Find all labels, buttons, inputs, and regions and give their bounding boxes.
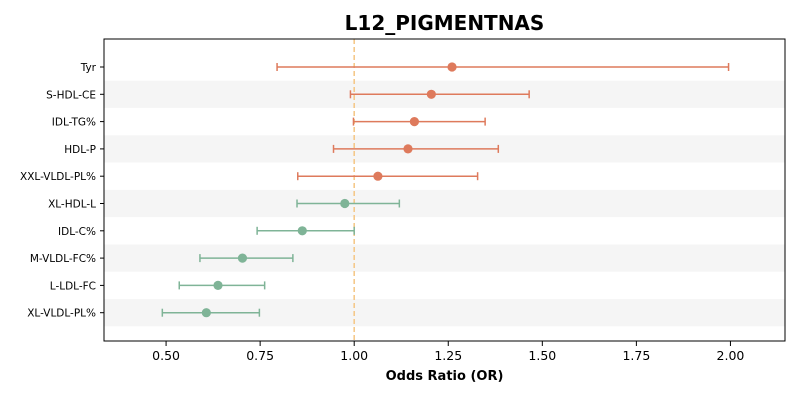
row-idl-c- bbox=[256, 226, 355, 236]
row-xxl-vldl-pl- bbox=[297, 171, 479, 181]
or-point bbox=[409, 117, 420, 127]
x-tick-label: 2.00 bbox=[717, 348, 745, 363]
row-tyr bbox=[276, 62, 730, 72]
y-tick-label: IDL-TG% bbox=[52, 117, 96, 129]
y-tick-label: S-HDL-CE bbox=[46, 89, 96, 101]
or-point bbox=[237, 253, 248, 263]
y-axis: Tyr S-HDL-CE IDL-TG% HDL-P XXL-VLDL-PL% XL-HD… bbox=[20, 62, 104, 320]
or-point bbox=[340, 198, 350, 209]
row-band-shaded bbox=[104, 189, 785, 218]
or-point bbox=[213, 280, 223, 290]
y-tick-label: XL-HDL-L bbox=[48, 199, 96, 211]
y-tick-label: M-VLDL-FC% bbox=[30, 253, 96, 265]
or-point bbox=[447, 62, 457, 72]
y-tick-label: Tyr bbox=[80, 62, 97, 74]
row-l-ldl-fc bbox=[178, 280, 266, 290]
x-tick-label: 0.50 bbox=[152, 348, 180, 363]
x-tick-label: 1.50 bbox=[528, 348, 556, 363]
marks-layer bbox=[161, 62, 730, 318]
y-tick-label: IDL-C% bbox=[58, 226, 96, 238]
or-point bbox=[426, 89, 436, 99]
x-axis: 0.50 0.75 1.00 1.25 1.50 1.75 2.00 bbox=[152, 341, 744, 363]
row-hdl-p bbox=[332, 144, 500, 154]
x-tick-label: 1.75 bbox=[622, 348, 650, 363]
row-xl-vldl-pl- bbox=[161, 308, 261, 318]
y-tick-label: XL-VLDL-PL% bbox=[27, 308, 96, 320]
or-point bbox=[297, 226, 307, 236]
plot-frame bbox=[103, 38, 786, 342]
row-idl-tg- bbox=[352, 117, 486, 127]
row-s-hdl-ce bbox=[349, 89, 530, 99]
or-point bbox=[373, 171, 383, 181]
chart-title: L12_PIGMENTNAS bbox=[345, 11, 545, 35]
y-tick-label: XXL-VLDL-PL% bbox=[20, 171, 96, 183]
row-bands bbox=[104, 80, 785, 327]
x-tick-label: 0.75 bbox=[246, 348, 274, 363]
or-point bbox=[403, 144, 413, 154]
y-tick-label: HDL-P bbox=[64, 144, 96, 156]
row-xl-hdl-l bbox=[296, 198, 401, 209]
y-tick-label: L-LDL-FC bbox=[50, 280, 96, 292]
or-point bbox=[201, 308, 211, 318]
x-axis-title: Odds Ratio (OR) bbox=[386, 369, 504, 384]
x-tick-label: 1.00 bbox=[340, 348, 368, 363]
row-m-vldl-fc- bbox=[199, 253, 294, 263]
x-tick-label: 1.25 bbox=[434, 348, 462, 363]
